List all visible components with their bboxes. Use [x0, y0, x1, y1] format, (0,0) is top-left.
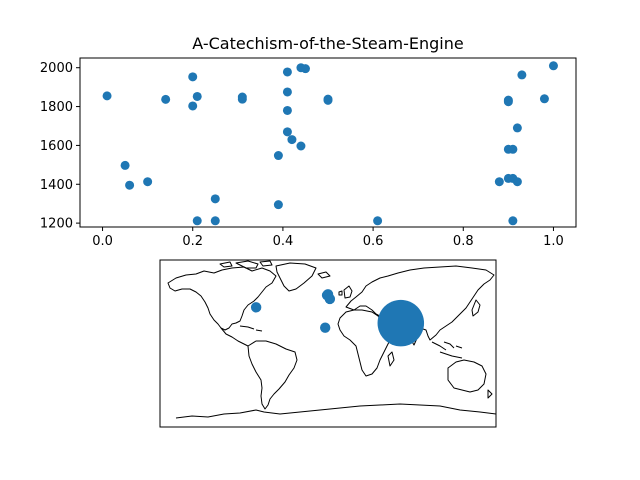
japan-coastline: [471, 299, 481, 317]
map-point: [377, 299, 425, 347]
scatter-point: [512, 123, 522, 133]
y-axis-ticks: 1200 1400 1600 1800 2000: [40, 61, 80, 232]
scatter-point: [512, 177, 522, 187]
australia-coastline: [447, 359, 487, 393]
scatter-point: [188, 101, 198, 111]
x-tick-label: 0.0: [92, 234, 113, 249]
north-america-coastline: [167, 266, 277, 331]
antarctica-coastline: [175, 403, 496, 419]
africa-coastline: [337, 309, 393, 377]
scatter-point: [210, 194, 220, 204]
uk-coastline: [338, 285, 353, 299]
scatter-point: [508, 216, 518, 226]
scatter-point: [125, 180, 135, 190]
scatter-point: [494, 177, 504, 187]
y-tick-label: 1800: [40, 100, 73, 115]
x-tick-label: 1.0: [543, 234, 564, 249]
central-america-coastline: [220, 327, 249, 347]
scatter-point: [508, 144, 518, 154]
x-tick-label: 0.6: [363, 234, 384, 249]
scatter-plot: A-Catechism-of-the-Steam-Engine 0.0 0.2 0.…: [40, 34, 577, 249]
map-points: [250, 289, 425, 347]
iceland-coastline: [317, 271, 331, 279]
scatter-point: [323, 95, 333, 105]
scatter-point: [282, 127, 292, 137]
canadian-islands: [219, 260, 273, 269]
scatter-point: [282, 87, 292, 97]
y-tick-label: 2000: [40, 61, 73, 76]
y-tick-label: 1400: [40, 178, 73, 193]
scatter-point: [143, 177, 153, 187]
chart-title: A-Catechism-of-the-Steam-Engine: [192, 34, 463, 53]
scatter-point: [296, 141, 306, 151]
scatter-point: [548, 61, 558, 71]
scatter-point: [192, 91, 202, 101]
scatter-point: [517, 70, 527, 80]
scatter-point: [287, 135, 297, 145]
south-america-coastline: [247, 340, 298, 410]
scatter-point: [282, 67, 292, 77]
scatter-point: [102, 91, 112, 101]
plot-frame: [79, 57, 577, 228]
scatter-point: [161, 94, 171, 104]
map-frame: [159, 259, 497, 428]
madagascar-coastline: [387, 351, 395, 367]
scatter-point: [503, 97, 513, 107]
map-point: [320, 322, 331, 333]
scatter-point: [120, 160, 130, 170]
greenland-coastline: [275, 262, 317, 292]
map-point: [250, 302, 262, 313]
y-tick-label: 1200: [40, 217, 73, 232]
x-tick-label: 0.2: [182, 234, 203, 249]
x-tick-label: 0.4: [273, 234, 294, 249]
new-zealand-coastline: [487, 389, 493, 399]
scatter-point: [188, 72, 198, 82]
y-tick-label: 1600: [40, 139, 73, 154]
scatter-point: [300, 64, 310, 74]
x-axis-ticks: 0.0 0.2 0.4 0.6 0.8 1.0: [92, 227, 564, 249]
scatter-point: [373, 216, 383, 226]
scatter-point: [539, 94, 549, 104]
scatter-point: [210, 216, 220, 226]
scatter-point: [282, 105, 292, 115]
scatter-points: [102, 61, 558, 226]
indonesia-islands: [431, 341, 463, 359]
scatter-point: [237, 94, 247, 104]
coastlines: [167, 260, 496, 419]
x-tick-label: 0.8: [453, 234, 474, 249]
scatter-point: [273, 151, 283, 161]
world-map: [159, 259, 497, 428]
scatter-point: [192, 216, 202, 226]
scatter-point: [273, 200, 283, 210]
caribbean-islands: [239, 325, 263, 332]
map-point: [324, 293, 336, 305]
